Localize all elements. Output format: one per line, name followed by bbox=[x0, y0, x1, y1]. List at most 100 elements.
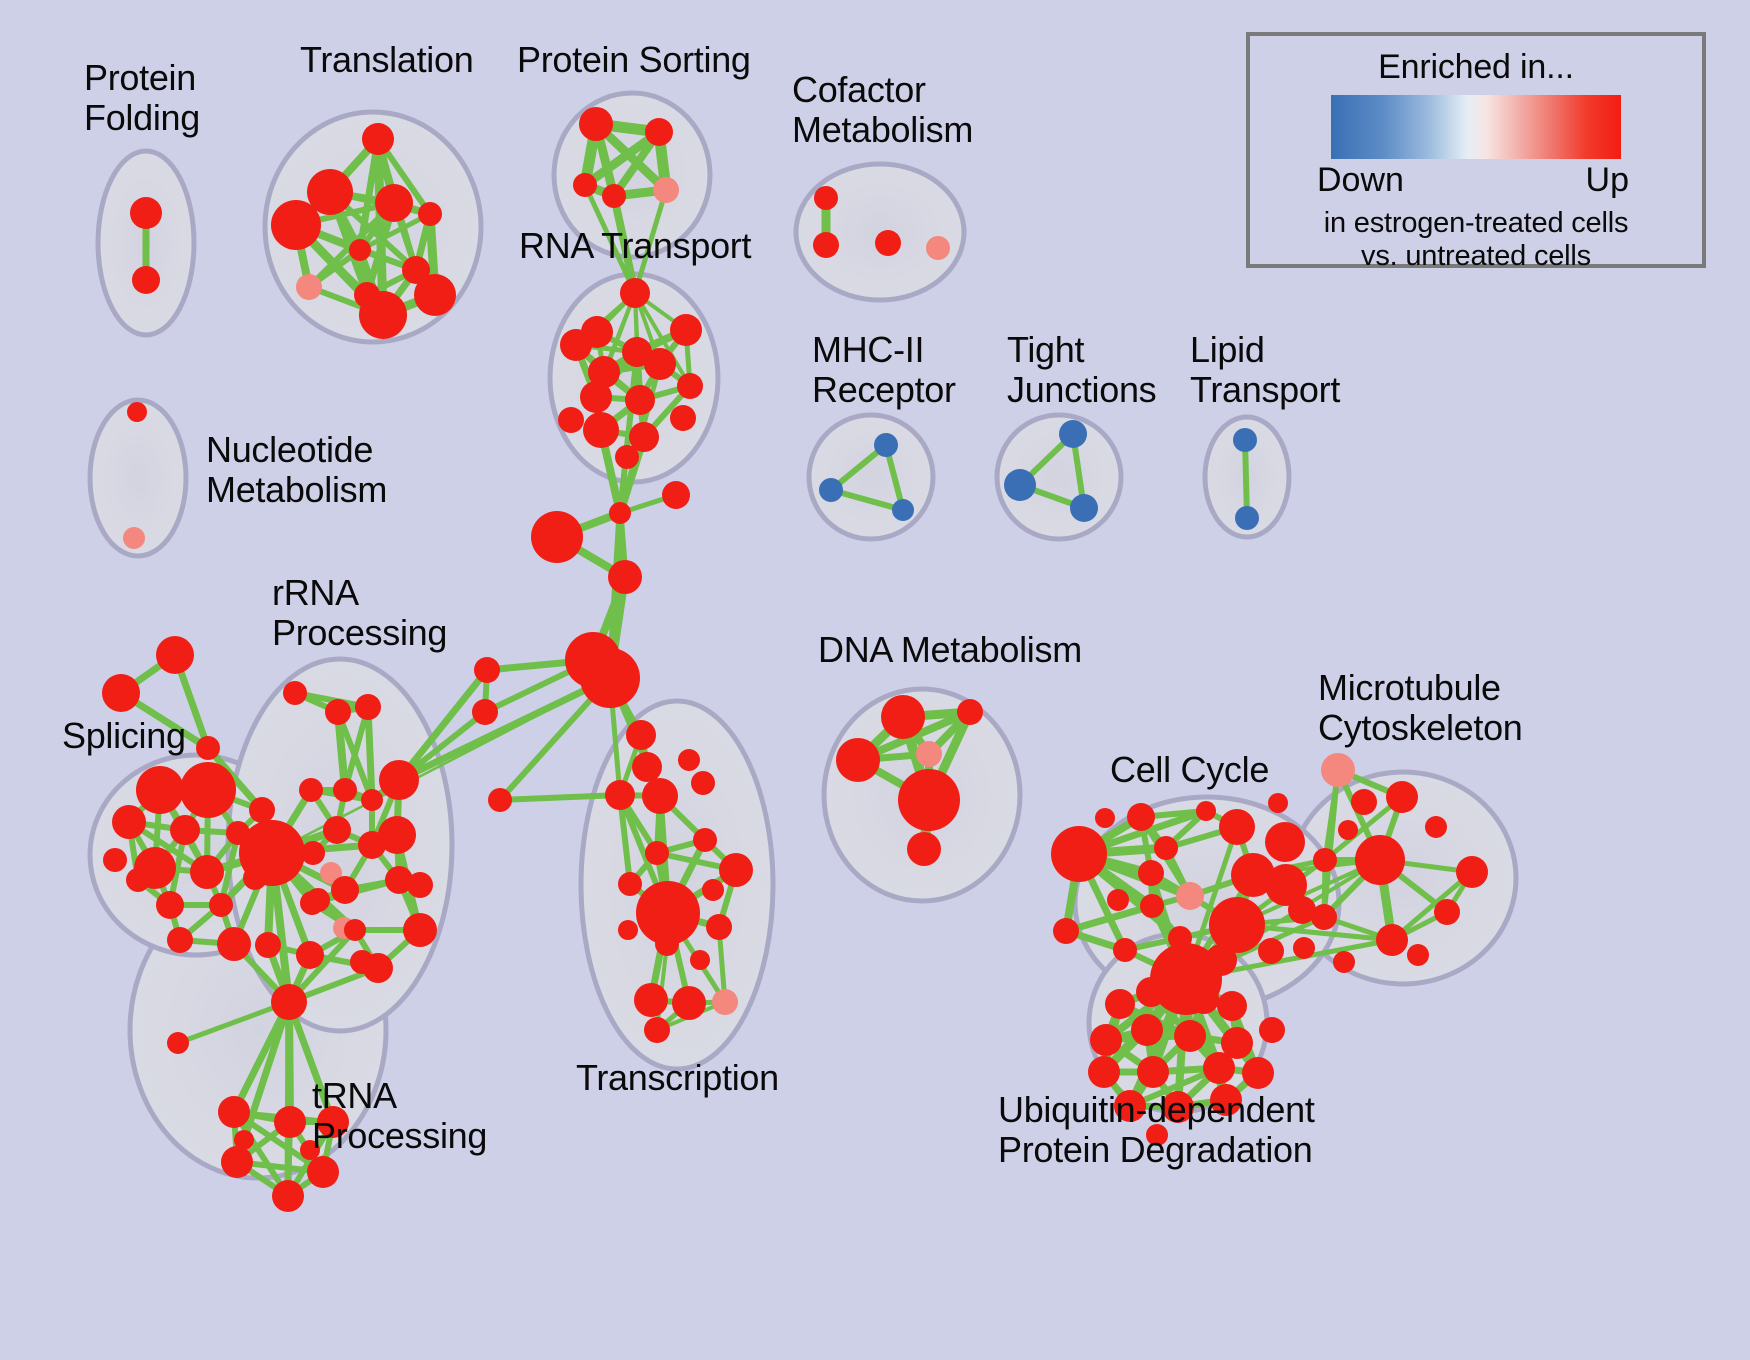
cluster-label-dna-metabolism: DNA Metabolism bbox=[818, 629, 1082, 670]
legend-endpoint-labels: Down Up bbox=[1311, 161, 1641, 203]
node bbox=[274, 1106, 306, 1138]
node bbox=[693, 828, 717, 852]
node bbox=[644, 348, 676, 380]
node bbox=[1293, 937, 1315, 959]
node bbox=[608, 560, 642, 594]
node bbox=[620, 278, 650, 308]
node bbox=[361, 789, 383, 811]
node bbox=[957, 699, 983, 725]
node bbox=[1205, 944, 1237, 976]
node bbox=[301, 841, 325, 865]
cluster-label-ubiquitin: Ubiquitin-dependent Protein Degradation bbox=[998, 1089, 1315, 1170]
node bbox=[874, 433, 898, 457]
node bbox=[712, 989, 738, 1015]
node bbox=[296, 941, 324, 969]
node bbox=[1217, 991, 1247, 1021]
node bbox=[605, 780, 635, 810]
node bbox=[645, 841, 669, 865]
node bbox=[300, 891, 324, 915]
node bbox=[653, 177, 679, 203]
node bbox=[132, 266, 160, 294]
node bbox=[300, 1140, 320, 1160]
node bbox=[167, 1032, 189, 1054]
node bbox=[1090, 1024, 1122, 1056]
node bbox=[1425, 816, 1447, 838]
node bbox=[898, 769, 960, 831]
cluster-label-rrna-processing: rRNA Processing bbox=[272, 572, 448, 653]
node bbox=[588, 356, 620, 388]
node bbox=[378, 816, 416, 854]
cluster-label-microtubule: Microtubule Cytoskeleton bbox=[1318, 667, 1523, 748]
node bbox=[1456, 856, 1488, 888]
node bbox=[1162, 1091, 1194, 1123]
node bbox=[180, 762, 236, 818]
node bbox=[579, 107, 613, 141]
node bbox=[907, 832, 941, 866]
node bbox=[814, 186, 838, 210]
node bbox=[1407, 944, 1429, 966]
node bbox=[331, 876, 359, 904]
node bbox=[1189, 984, 1219, 1014]
node bbox=[307, 169, 353, 215]
node bbox=[609, 502, 631, 524]
node bbox=[1333, 951, 1355, 973]
node bbox=[362, 123, 394, 155]
node bbox=[1138, 860, 1164, 886]
node bbox=[670, 314, 702, 346]
node bbox=[813, 232, 839, 258]
node bbox=[349, 239, 371, 261]
cluster-label-trna-processing: tRNA Processing bbox=[312, 1075, 488, 1156]
node bbox=[558, 407, 584, 433]
node bbox=[1059, 420, 1087, 448]
node bbox=[320, 862, 342, 884]
node bbox=[662, 481, 690, 509]
node bbox=[1203, 1052, 1235, 1084]
node bbox=[1095, 808, 1115, 828]
node bbox=[836, 738, 880, 782]
cluster-label-tight-junctions: Tight Junctions bbox=[1007, 329, 1157, 410]
node bbox=[625, 385, 655, 415]
node bbox=[209, 893, 233, 917]
node bbox=[283, 681, 307, 705]
node bbox=[102, 674, 140, 712]
node bbox=[602, 184, 626, 208]
node bbox=[385, 866, 413, 894]
node bbox=[126, 868, 150, 892]
node bbox=[881, 695, 925, 739]
node bbox=[560, 329, 592, 361]
node bbox=[1209, 897, 1265, 953]
node bbox=[678, 749, 700, 771]
node bbox=[127, 402, 147, 422]
node bbox=[299, 778, 323, 802]
node bbox=[1231, 853, 1275, 897]
node bbox=[1053, 918, 1079, 944]
legend-down-label: Down bbox=[1317, 161, 1404, 199]
node bbox=[123, 527, 145, 549]
node bbox=[379, 760, 419, 800]
node bbox=[629, 422, 659, 452]
node bbox=[626, 720, 656, 750]
node bbox=[634, 983, 668, 1017]
node bbox=[719, 853, 753, 887]
node bbox=[403, 913, 437, 947]
node bbox=[1265, 864, 1307, 906]
node bbox=[170, 815, 200, 845]
node bbox=[418, 202, 442, 226]
legend-panel: Enriched in... Down Up in estrogen-treat… bbox=[1246, 32, 1706, 272]
node bbox=[1386, 781, 1418, 813]
legend-title: Enriched in... bbox=[1378, 48, 1574, 86]
node bbox=[1311, 904, 1337, 930]
node bbox=[296, 274, 322, 300]
node bbox=[355, 694, 381, 720]
node bbox=[1376, 924, 1408, 956]
node bbox=[615, 445, 639, 469]
node bbox=[1114, 1090, 1146, 1122]
node bbox=[1107, 889, 1129, 911]
cluster-label-protein-sorting: Protein Sorting bbox=[517, 39, 751, 80]
node bbox=[580, 381, 612, 413]
node bbox=[926, 236, 950, 260]
node bbox=[1288, 896, 1316, 924]
cluster-label-protein-folding: Protein Folding bbox=[84, 57, 200, 138]
node bbox=[272, 1180, 304, 1212]
node bbox=[670, 405, 696, 431]
